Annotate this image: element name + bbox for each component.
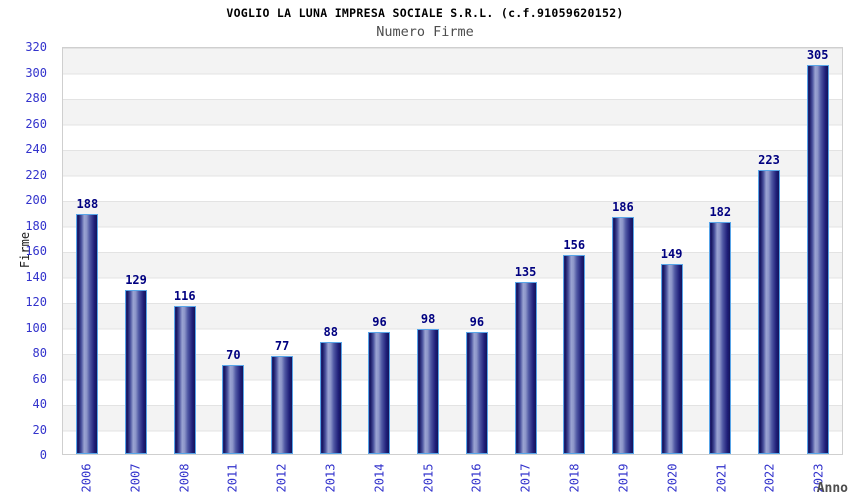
bar-value-label: 135 [514, 264, 537, 279]
bar-cell-2008: 116 [160, 48, 209, 454]
bar-cell-2023: 305 [793, 48, 842, 454]
bar-cell-2018: 156 [550, 48, 599, 454]
bar-value-label: 186 [612, 199, 634, 214]
bar-value-label: 223 [758, 152, 780, 167]
x-axis-labels: 2006 2007 2008 2011 2012 2013 2014 2015 2016 2017… [62, 458, 843, 498]
bar-cell-2016: 96 [453, 48, 502, 454]
bar-cell-2015: 98 [404, 48, 453, 454]
y-tick-label: 80 [32, 346, 47, 360]
y-tick-label: 120 [25, 295, 47, 309]
y-tick-label: 100 [25, 320, 47, 335]
bar-2022 [757, 169, 780, 454]
bar-2014 [368, 331, 391, 454]
x-tick-label-2016: 2016 [469, 463, 484, 493]
bar-2006 [76, 214, 99, 454]
bar-cell-2022: 223 [745, 48, 794, 454]
bar-2020 [660, 264, 683, 454]
x-tick-label-2022: 2022 [762, 463, 777, 493]
bar-2007 [125, 289, 148, 454]
bar-2021 [709, 222, 732, 454]
bar-cell-2007: 129 [112, 48, 161, 454]
x-tick-label-2015: 2015 [421, 463, 436, 493]
bar-2008 [173, 306, 196, 454]
x-tick-label-2006: 2006 [79, 463, 94, 493]
y-tick-label: 40 [32, 397, 47, 411]
bar-2019 [611, 216, 634, 454]
bar-value-label: 70 [226, 347, 241, 362]
y-tick-label: 60 [32, 371, 47, 386]
bar-2011 [222, 364, 245, 454]
y-tick-label: 0 [39, 448, 47, 462]
x-tick-label-2013: 2013 [323, 463, 338, 493]
x-tick-label-2012: 2012 [274, 463, 289, 493]
bar-value-label: 129 [125, 272, 147, 287]
bar-value-label: 96 [469, 314, 485, 329]
bar-value-label: 156 [563, 238, 586, 253]
y-tick-label: 240 [25, 142, 47, 156]
bar-value-label: 305 [806, 48, 829, 63]
bar-cell-2006: 188 [63, 48, 112, 454]
x-tick-label-2019: 2019 [616, 463, 631, 493]
bar-cell-2017: 135 [501, 48, 550, 454]
y-tick-label: 320 [25, 40, 47, 54]
y-tick-label: 260 [25, 116, 47, 131]
bar-cell-2014: 96 [355, 48, 404, 454]
y-tick-label: 200 [25, 193, 47, 207]
bar-value-label: 182 [709, 204, 732, 219]
x-tick-label-2008: 2008 [177, 463, 192, 493]
bar-value-label: 149 [660, 247, 683, 262]
chart-title: VOGLIO LA LUNA IMPRESA SOCIALE S.R.L. (c… [226, 6, 624, 20]
bar-2018 [563, 255, 586, 454]
y-tick-label: 180 [25, 218, 47, 233]
x-axis-title: Anno [816, 481, 848, 496]
bar-cell-2012: 77 [258, 48, 307, 454]
y-tick-label: 280 [25, 91, 47, 105]
bar-cell-2021: 182 [696, 48, 745, 454]
x-tick-label-2021: 2021 [713, 463, 728, 493]
bar-value-label: 88 [323, 324, 338, 339]
bar-value-label: 116 [173, 289, 196, 304]
x-tick-label-2011: 2011 [225, 463, 240, 493]
y-tick-label: 20 [32, 422, 47, 437]
bar-value-label: 96 [372, 314, 387, 329]
chart-subtitle: Numero Firme [376, 24, 474, 40]
bar-value-label: 188 [76, 197, 99, 212]
plot-area: 188 129 116 70 77 88 96 98 96 135 156 186 149 182 223 3… [62, 47, 843, 455]
y-tick-label: 160 [25, 244, 47, 258]
x-tick-label-2017: 2017 [518, 463, 533, 493]
x-tick-label-2020: 2020 [665, 463, 680, 493]
bars-row: 188 129 116 70 77 88 96 98 96 135 156 186 149 182 223 3… [63, 48, 842, 454]
y-tick-label: 140 [25, 269, 47, 284]
bar-2017 [514, 281, 537, 454]
bar-2016 [465, 331, 488, 454]
bar-2012 [271, 355, 294, 454]
x-tick-label-2007: 2007 [128, 463, 143, 493]
y-tick-label: 220 [25, 167, 47, 182]
bar-cell-2011: 70 [209, 48, 258, 454]
bar-cell-2020: 149 [647, 48, 696, 454]
bar-2015 [417, 329, 440, 454]
bar-2023 [806, 65, 829, 454]
bar-cell-2013: 88 [306, 48, 355, 454]
bar-2013 [319, 341, 342, 454]
x-tick-label-2014: 2014 [372, 463, 387, 493]
bar-value-label: 77 [274, 338, 290, 353]
y-tick-label: 300 [25, 65, 47, 80]
x-tick-label-2018: 2018 [567, 463, 582, 493]
bar-cell-2019: 186 [599, 48, 648, 454]
bar-value-label: 98 [420, 312, 436, 327]
